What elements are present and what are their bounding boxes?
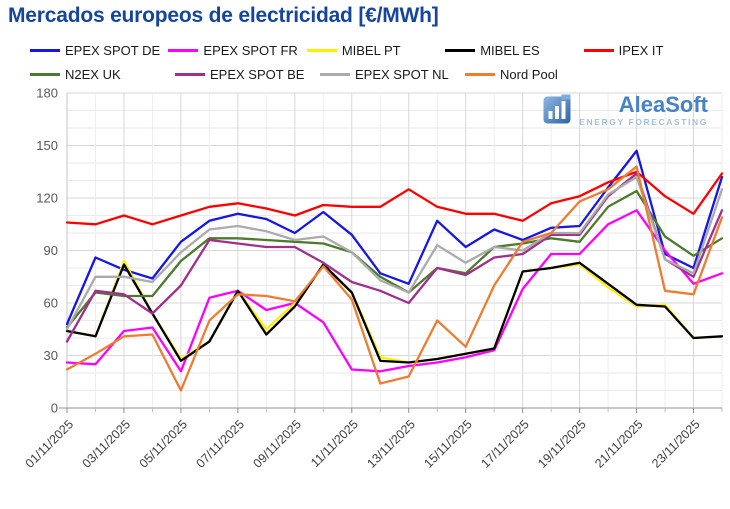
legend-row-2: N2EX UK EPEX SPOT BE EPEX SPOT NL Nord Pool bbox=[30, 62, 722, 86]
x-tick-label-21/11/2025: 21/11/2025 bbox=[592, 417, 646, 471]
legend-item-epex-spot-be: EPEX SPOT BE bbox=[175, 67, 320, 82]
legend-label-n2ex-uk: N2EX UK bbox=[65, 66, 121, 82]
price-chart: 0 30 60 90 120 150 180 01/11/2025 03/11/2025 05/1… bbox=[0, 85, 730, 509]
legend-item-mibel-es: MIBEL ES bbox=[445, 43, 583, 58]
legend-swatch-nord-pool bbox=[465, 72, 495, 76]
legend-label-epex-spot-be: EPEX SPOT BE bbox=[210, 66, 305, 82]
page-title: Mercados europeos de electricidad [€/MWh… bbox=[8, 4, 439, 27]
legend-swatch-mibel-es bbox=[445, 48, 476, 52]
y-tick-label-90: 90 bbox=[44, 243, 58, 258]
legend-label-epex-spot-fr: EPEX SPOT FR bbox=[203, 42, 298, 58]
x-tick-label-01/11/2025: 01/11/2025 bbox=[23, 417, 77, 471]
legend-item-epex-spot-de: EPEX SPOT DE bbox=[30, 43, 168, 58]
series-line-nord-pool bbox=[65, 165, 724, 392]
legend-swatch-ipex-it bbox=[583, 48, 614, 52]
series-line-ipex-it bbox=[65, 170, 724, 226]
x-tick-label-11/11/2025: 11/11/2025 bbox=[308, 417, 361, 470]
y-tick-label-180: 180 bbox=[36, 86, 58, 101]
aleasoft-logo-name: AleaSoft bbox=[618, 92, 708, 117]
legend-item-ipex-it: IPEX IT bbox=[583, 42, 722, 58]
legend-swatch-epex-spot-fr bbox=[168, 48, 199, 52]
x-tick-label-05/11/2025: 05/11/2025 bbox=[137, 417, 191, 471]
legend-item-mibel-pt: MIBEL PT bbox=[306, 42, 445, 58]
aleasoft-logo-tagline: ENERGY FORECASTING bbox=[579, 117, 708, 127]
legend-swatch-epex-spot-nl bbox=[320, 72, 350, 76]
y-tick-label-0: 0 bbox=[51, 401, 58, 416]
x-tick-label-13/11/2025: 13/11/2025 bbox=[364, 417, 418, 471]
legend-swatch-epex-spot-de bbox=[30, 48, 60, 52]
series-line-n2ex-uk bbox=[65, 189, 724, 329]
aleasoft-logo: AleaSoft ENERGY FORECASTING bbox=[543, 94, 708, 129]
y-tick-label-60: 60 bbox=[44, 296, 58, 311]
legend-item-epex-spot-nl: EPEX SPOT NL bbox=[320, 67, 465, 82]
y-tick-label-120: 120 bbox=[36, 191, 58, 206]
x-tick-label-03/11/2025: 03/11/2025 bbox=[80, 417, 134, 471]
series-line-epex-spot-nl bbox=[65, 175, 724, 331]
x-tick-label-07/11/2025: 07/11/2025 bbox=[194, 417, 248, 471]
price-chart-svg: 0 30 60 90 120 150 180 01/11/2025 03/11/2025 05/1… bbox=[23, 86, 724, 471]
legend-swatch-n2ex-uk bbox=[30, 72, 60, 76]
x-tick-label-17/11/2025: 17/11/2025 bbox=[478, 417, 532, 471]
series-line-epex-spot-fr bbox=[65, 209, 724, 373]
legend-item-epex-spot-fr: EPEX SPOT FR bbox=[168, 43, 306, 58]
chart-legend: EPEX SPOT DE EPEX SPOT FR MIBEL PT MIBEL ES… bbox=[30, 38, 722, 86]
y-tick-label-150: 150 bbox=[36, 138, 58, 153]
legend-swatch-epex-spot-be bbox=[175, 72, 205, 76]
legend-item-nord-pool: Nord Pool bbox=[465, 67, 610, 82]
legend-label-mibel-es: MIBEL ES bbox=[480, 42, 540, 58]
legend-swatch-mibel-pt bbox=[306, 48, 337, 52]
legend-label-mibel-pt: MIBEL PT bbox=[341, 42, 401, 58]
x-tick-label-23/11/2025: 23/11/2025 bbox=[649, 417, 703, 471]
aleasoft-logo-icon bbox=[543, 94, 573, 129]
legend-row-1: EPEX SPOT DE EPEX SPOT FR MIBEL PT MIBEL ES… bbox=[30, 38, 722, 62]
series-line-mibel-es bbox=[65, 261, 724, 364]
legend-label-nord-pool: Nord Pool bbox=[500, 66, 558, 82]
legend-label-ipex-it: IPEX IT bbox=[618, 42, 664, 58]
x-tick-label-19/11/2025: 19/11/2025 bbox=[535, 417, 589, 471]
x-tick-label-09/11/2025: 09/11/2025 bbox=[250, 417, 304, 471]
y-tick-label-30: 30 bbox=[44, 348, 58, 363]
legend-label-epex-spot-nl: EPEX SPOT NL bbox=[355, 66, 449, 82]
legend-label-epex-spot-de: EPEX SPOT DE bbox=[65, 42, 161, 58]
legend-item-n2ex-uk: N2EX UK bbox=[30, 67, 175, 82]
x-tick-label-15/11/2025: 15/11/2025 bbox=[421, 417, 475, 471]
